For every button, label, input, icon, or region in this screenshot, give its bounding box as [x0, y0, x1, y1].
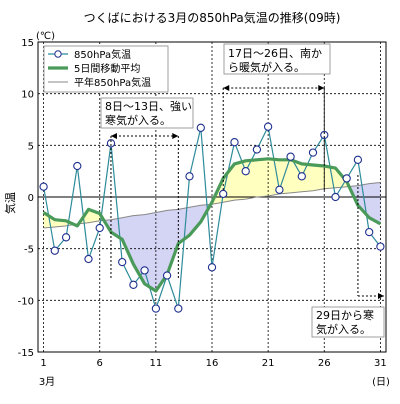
y-axis-label: 気温 [3, 192, 17, 214]
annotation-cold-2-line2: 気が入る。 [316, 322, 371, 336]
annotation-warm-arrow-head-right [318, 85, 325, 91]
annotation-warm-text: 17日～26日、南から暖気が入る。 [228, 47, 322, 74]
observed-point [61, 233, 71, 242]
observed-point [151, 304, 161, 313]
annotation-cold-1-arrow-head-right [172, 133, 179, 139]
annotation-box-warm [223, 43, 331, 75]
observed-point [129, 280, 138, 289]
legend-moving-average-label: 5日間移動平均 [74, 62, 140, 75]
annotation-cold-2-line1: 29日から寒 [316, 308, 374, 322]
observed-point [320, 130, 329, 140]
observed-point [263, 122, 273, 131]
annotation-warm-line2: ら暖気が入る。 [228, 60, 305, 74]
observed-point [118, 257, 127, 267]
observed-point [196, 123, 205, 132]
observed-point [353, 155, 363, 164]
observed-point [219, 189, 228, 199]
warm-fill-area [256, 158, 269, 198]
observed-point [342, 174, 351, 183]
x-tick-label: 31 [374, 358, 387, 369]
cold-fill-area [144, 212, 157, 292]
x-tick-label: 16 [206, 358, 219, 369]
x-tick-label: 11 [150, 358, 163, 369]
chart-title: つくばにおける3月の850hPa気温の推移(09時) [84, 10, 341, 25]
observed-point [50, 246, 59, 255]
observed-point [84, 254, 93, 264]
y-tick-label: -15 [18, 348, 34, 359]
x-axis-month-label: 3月 [39, 376, 55, 388]
x-tick-label: 1 [40, 358, 46, 369]
observed-point [331, 192, 340, 202]
y-tick-label: 5 [28, 141, 34, 152]
x-tick-label: 6 [97, 358, 103, 369]
observed-point [241, 167, 250, 176]
x-tick-label: 26 [318, 358, 331, 369]
observed-point [286, 152, 295, 161]
annotation-cold-1-line1: 8日～13日、強い [105, 100, 192, 113]
observed-point [207, 263, 217, 272]
observed-point [308, 148, 318, 157]
observed-point [95, 223, 104, 233]
observed-point [252, 145, 262, 154]
warm-fill-area [312, 164, 325, 192]
observed-point [365, 227, 374, 237]
x-tick-label: 21 [262, 358, 275, 369]
y-tick-label: 10 [21, 90, 34, 101]
annotation-cold-2-text: 29日から寒気が入る。 [316, 308, 374, 336]
annotation-cold-1-arrow-head-left [110, 133, 117, 139]
annotation-box-cold-1 [100, 97, 194, 129]
observed-point [275, 185, 284, 194]
observed-point [376, 242, 385, 251]
annotation-warm-arrow-head-left [223, 85, 230, 91]
observed-point [174, 304, 183, 313]
observed-point [106, 139, 116, 148]
observed-point [140, 266, 149, 275]
y-tick-label: -10 [18, 296, 34, 307]
observed-point [185, 172, 194, 181]
observed-point [230, 138, 239, 147]
annotation-warm-line1: 17日～26日、南か [228, 47, 322, 60]
legend-observed-marker [54, 50, 62, 58]
warm-fill-area [245, 159, 258, 200]
legend-normal-label: 平年850hPa気温 [74, 76, 151, 89]
annotation-cold-1-line2: 寒気が入る。 [105, 113, 171, 127]
x-axis-unit-label: (日) [372, 377, 390, 388]
y-tick-label: 15 [21, 38, 34, 49]
y-tick-label: 0 [28, 193, 34, 204]
observed-point [73, 161, 82, 171]
y-unit-label: (℃) [36, 31, 55, 42]
cold-fill-area [166, 209, 179, 275]
annotation-cold-1-text: 8日～13日、強い寒気が入る。 [105, 100, 192, 127]
annotation-box-cold-2 [311, 306, 385, 338]
legend-observed-label: 850hPa気温 [74, 48, 131, 61]
observed-point [162, 271, 172, 280]
observed-point [39, 182, 48, 191]
y-tick-label: -5 [24, 245, 34, 256]
annotation-cold-2-arrow-head-right [378, 293, 384, 299]
observed-point [297, 172, 306, 181]
plot-frame [37, 41, 387, 353]
